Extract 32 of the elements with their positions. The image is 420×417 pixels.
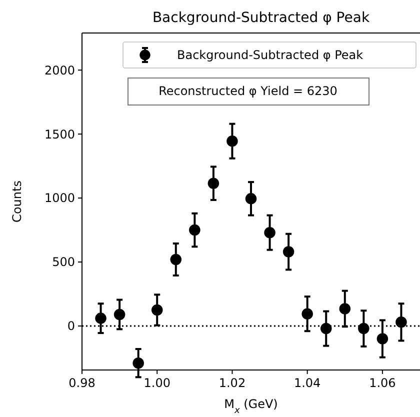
point [189,224,200,236]
x-tick-label: 1.02 [218,376,246,390]
annotation: Reconstructed φ Yield = 6230 [158,84,338,98]
y-tick-label: 1500 [44,127,75,142]
point [170,254,182,266]
y-tick-label: 1000 [44,191,75,206]
chart-title: Background-Subtracted φ Peak [152,10,370,26]
point [339,303,351,314]
point [320,322,332,334]
point [208,178,220,189]
x-tick-label: 1.00 [144,376,170,390]
point [358,322,370,334]
point [132,357,144,369]
point [396,316,407,328]
point [95,312,106,324]
x-tick-label: 0.98 [68,376,96,390]
x-axis-title: M$_{x}$ (GeV) [224,397,278,416]
point [302,308,313,320]
point [226,135,238,147]
legend-label: Background-Subtracted φ Peak [177,48,364,62]
point [245,193,257,204]
x-tick-label: 1.04 [294,376,321,390]
point [376,333,388,344]
y-tick-label: 500 [52,255,75,270]
point [264,226,276,238]
point [282,246,294,258]
x-tick-label: 1.06 [369,376,396,390]
y-tick-label: 0 [67,319,75,334]
point [151,304,163,316]
y-axis-title: Counts [10,180,24,222]
point [114,308,126,320]
y-tick-label: 2000 [44,63,75,78]
